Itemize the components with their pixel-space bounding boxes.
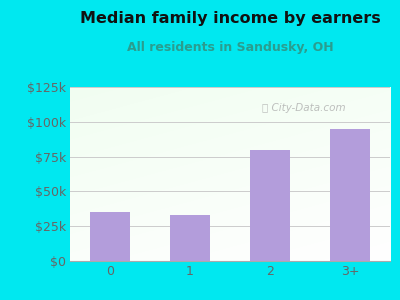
- Text: Median family income by earners: Median family income by earners: [80, 11, 380, 26]
- Bar: [250, 150, 290, 261]
- Text: Ⓣ City-Data.com: Ⓣ City-Data.com: [262, 103, 346, 113]
- Bar: [170, 215, 210, 261]
- Bar: [90, 212, 130, 261]
- Text: All residents in Sandusky, OH: All residents in Sandusky, OH: [127, 40, 333, 53]
- Bar: [330, 129, 370, 261]
